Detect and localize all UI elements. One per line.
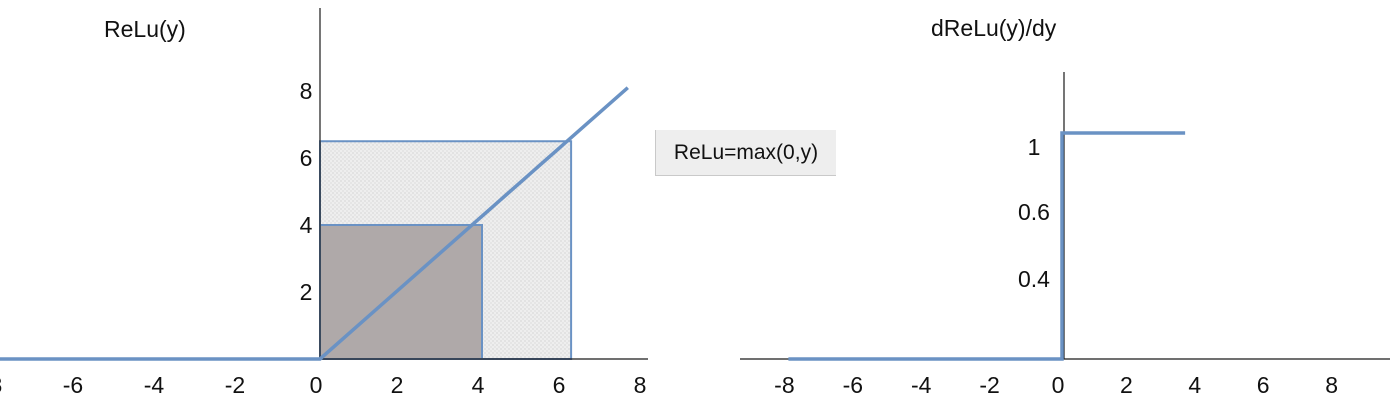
relu-x-tick-label: 2 bbox=[391, 372, 404, 398]
drelu-y-tick-label: 1 bbox=[1028, 134, 1041, 160]
relu-x-tick-label: -6 bbox=[63, 372, 83, 398]
drelu-chart: dReLu(y)/dy -8 -6 -4 -2 0 2 4 6 8 0.4 0.6 1 bbox=[740, 15, 1390, 398]
relu-x-tick-label: 4 bbox=[472, 372, 485, 398]
relu-chart-title: ReLu(y) bbox=[104, 16, 186, 42]
relu-formula-label: ReLu=max(0,y) bbox=[673, 140, 819, 164]
relu-chart: ReLu(y) -8 -6 -4 -2 0 2 4 6 8 2 4 6 8 bbox=[0, 8, 648, 398]
drelu-x-tick-label: 6 bbox=[1257, 372, 1270, 398]
relu-y-tick-label: 6 bbox=[300, 145, 313, 171]
relu-y-tick-label: 4 bbox=[300, 212, 313, 238]
drelu-y-tick-label: 0.6 bbox=[1018, 199, 1050, 225]
drelu-x-tick-label: -8 bbox=[774, 372, 794, 398]
drelu-x-tick-label: 4 bbox=[1188, 372, 1201, 398]
drelu-x-tick-label: -6 bbox=[843, 372, 863, 398]
relu-y-tick-label: 2 bbox=[300, 279, 313, 305]
drelu-x-tick-label: 0 bbox=[1052, 372, 1065, 398]
drelu-series-line bbox=[788, 131, 1186, 361]
relu-series-line bbox=[0, 86, 629, 361]
drelu-x-tick-label: -2 bbox=[979, 372, 999, 398]
relu-y-tick-label: 8 bbox=[300, 78, 313, 104]
drelu-x-tick-label: 2 bbox=[1120, 372, 1133, 398]
relu-x-tick-label: 0 bbox=[310, 372, 323, 398]
drelu-chart-title: dReLu(y)/dy bbox=[931, 15, 1057, 41]
relu-x-tick-label: -2 bbox=[225, 372, 245, 398]
relu-x-tick-label: -8 bbox=[0, 372, 2, 398]
relu-formula-box: ReLu=max(0,y) bbox=[655, 130, 836, 176]
drelu-x-tick-label: 8 bbox=[1325, 372, 1338, 398]
relu-x-tick-label: 8 bbox=[634, 372, 647, 398]
drelu-y-tick-label: 0.4 bbox=[1018, 266, 1050, 292]
relu-x-tick-label: -4 bbox=[144, 372, 165, 398]
relu-x-tick-label: 6 bbox=[553, 372, 566, 398]
drelu-x-tick-label: -4 bbox=[911, 372, 932, 398]
